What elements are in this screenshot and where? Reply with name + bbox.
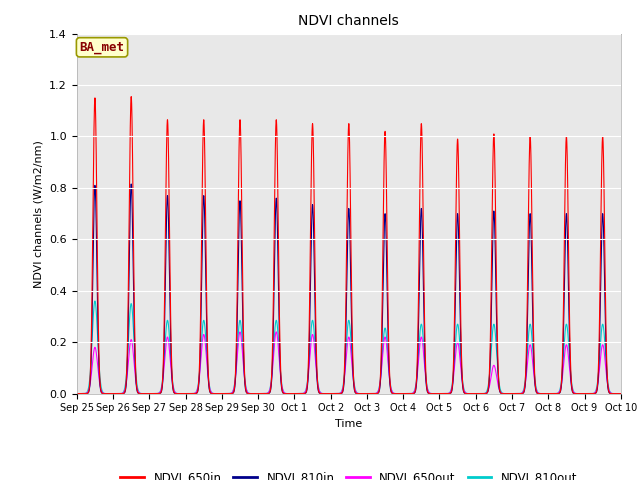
NDVI_810out: [501, 391, 509, 396]
NDVI_650out: [501, 391, 509, 396]
NDVI_810in: [73, 391, 81, 396]
NDVI_810out: [276, 369, 284, 375]
NDVI_650in: [615, 391, 623, 396]
NDVI_810in: [189, 391, 197, 396]
NDVI_810in: [617, 391, 625, 396]
NDVI_650in: [189, 391, 197, 396]
NDVI_650in: [73, 391, 81, 396]
NDVI_650out: [189, 391, 197, 396]
Line: NDVI_810out: NDVI_810out: [77, 301, 621, 394]
Line: NDVI_650in: NDVI_650in: [77, 96, 621, 394]
NDVI_650in: [617, 391, 625, 396]
NDVI_810in: [615, 391, 623, 396]
NDVI_810out: [617, 391, 625, 396]
NDVI_810out: [424, 387, 431, 393]
NDVI_650out: [184, 391, 191, 396]
Title: NDVI channels: NDVI channels: [298, 14, 399, 28]
NDVI_810out: [615, 391, 623, 396]
NDVI_650in: [276, 362, 284, 368]
NDVI_810out: [91, 298, 99, 304]
NDVI_650out: [617, 391, 625, 396]
NDVI_810in: [184, 391, 191, 396]
NDVI_650out: [236, 329, 244, 335]
NDVI_650out: [276, 372, 284, 378]
NDVI_810in: [424, 390, 431, 396]
Legend: NDVI_650in, NDVI_810in, NDVI_650out, NDVI_810out: NDVI_650in, NDVI_810in, NDVI_650out, NDV…: [116, 466, 582, 480]
Y-axis label: NDVI channels (W/m2/nm): NDVI channels (W/m2/nm): [34, 140, 44, 288]
NDVI_810out: [184, 391, 191, 396]
NDVI_810out: [189, 391, 197, 396]
Line: NDVI_810in: NDVI_810in: [77, 184, 621, 394]
NDVI_810in: [127, 181, 135, 187]
NDVI_810in: [276, 370, 284, 376]
NDVI_650in: [501, 391, 509, 396]
NDVI_650in: [127, 94, 135, 99]
NDVI_810out: [73, 391, 81, 396]
NDVI_650out: [615, 391, 623, 396]
Text: BA_met: BA_met: [79, 41, 125, 54]
X-axis label: Time: Time: [335, 419, 362, 429]
NDVI_650out: [424, 387, 431, 393]
NDVI_810in: [501, 391, 509, 396]
NDVI_650in: [424, 389, 431, 395]
Line: NDVI_650out: NDVI_650out: [77, 332, 621, 394]
NDVI_650in: [184, 391, 191, 396]
NDVI_650out: [73, 391, 81, 396]
